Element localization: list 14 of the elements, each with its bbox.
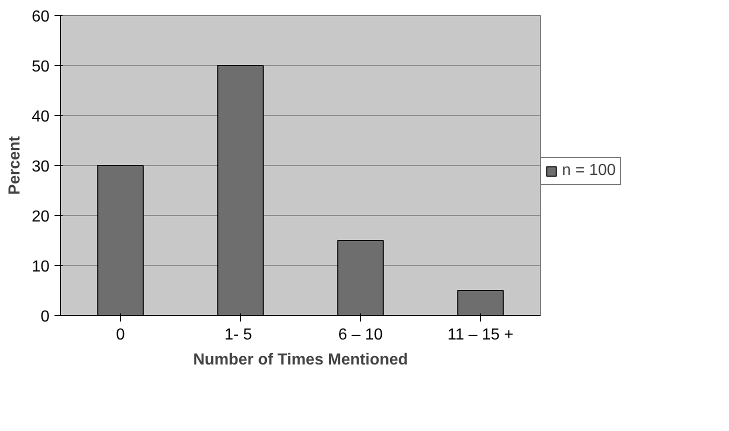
y-tick-label: 30	[32, 158, 50, 176]
x-tick-label: 0	[116, 326, 126, 344]
x-tick-label: 6 – 10	[338, 326, 383, 344]
x-tick-label: 1- 5	[224, 326, 252, 344]
legend-label: n = 100	[562, 162, 616, 180]
y-tick-label: 20	[32, 208, 50, 226]
x-tick-label: 11 – 15 +	[448, 326, 514, 344]
y-axis-title: Percent	[6, 135, 24, 195]
y-tick-label: 50	[32, 58, 50, 76]
x-axis-title: Number of Times Mentioned	[193, 352, 408, 368]
y-tick-label: 40	[32, 108, 50, 126]
y-tick-label: 10	[32, 258, 50, 276]
y-tick-label: 0	[40, 308, 50, 326]
y-tick-label: 60	[32, 8, 50, 26]
